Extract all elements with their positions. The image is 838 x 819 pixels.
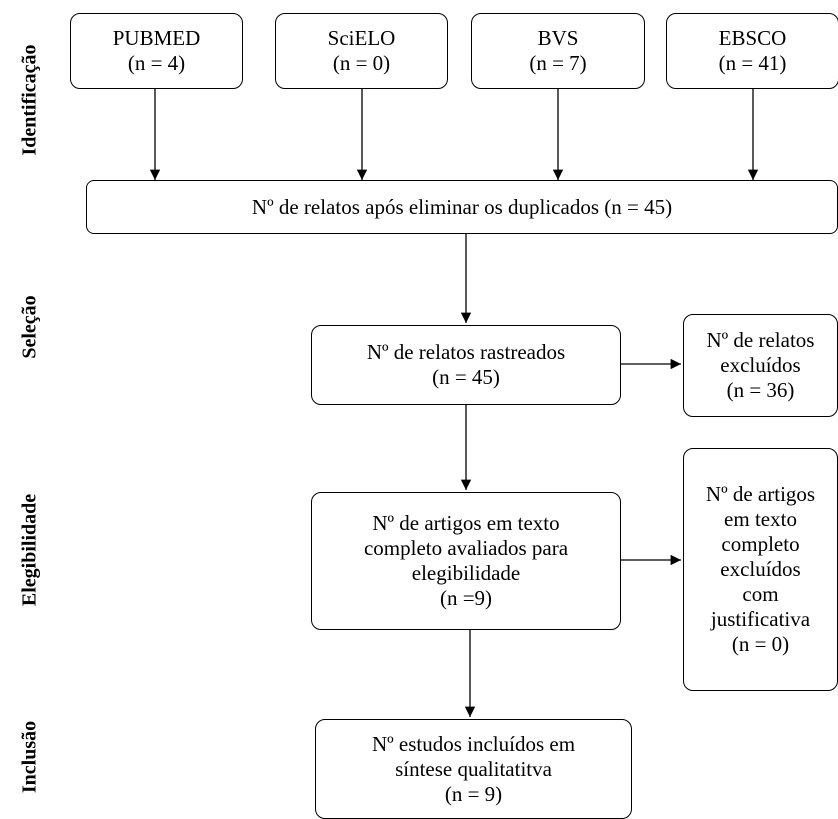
source-count: (n = 4) — [127, 51, 186, 75]
source-box-ebsco: EBSCO (n = 41) — [666, 13, 838, 89]
box-excluded-fulltext: Nº de artigos em texto completo excluído… — [683, 448, 838, 691]
included-line-3: (n = 9) — [444, 781, 503, 806]
deduplicated-text: Nº de relatos após eliminar os duplicado… — [251, 194, 673, 219]
excluded-fulltext-line-2: em texto — [724, 507, 797, 531]
box-included-studies: Nº estudos incluídos em síntese qualitat… — [315, 719, 632, 819]
box-screened-records: Nº de relatos rastreados (n = 45) — [311, 325, 621, 405]
source-box-bvs: BVS (n = 7) — [471, 13, 645, 89]
included-line-2: síntese qualitatitva — [395, 756, 552, 781]
source-box-pubmed: PUBMED (n = 4) — [70, 13, 243, 89]
source-name: PUBMED — [112, 26, 201, 50]
excluded-fulltext-line-4: excluídos — [720, 557, 801, 581]
excluded-fulltext-line-7: (n = 0) — [731, 632, 790, 656]
excluded-fulltext-line-3: completo — [721, 532, 800, 556]
excluded-fulltext-line-5: com — [742, 582, 779, 606]
box-fulltext-assessed: Nº de artigos em texto completo avaliado… — [311, 492, 621, 630]
fulltext-line-3: elegibilidade — [411, 561, 521, 585]
source-count: (n = 0) — [332, 51, 391, 75]
source-name: BVS — [537, 26, 579, 50]
included-line-1: Nº estudos incluídos em — [371, 731, 576, 756]
screened-line-1: Nº de relatos rastreados — [366, 340, 566, 364]
box-deduplicated-records: Nº de relatos após eliminar os duplicado… — [86, 180, 838, 234]
fulltext-line-1: Nº de artigos em texto — [372, 511, 560, 535]
excluded-records-line-2: excluídos — [720, 353, 801, 377]
excluded-records-line-3: (n = 36) — [726, 378, 795, 402]
box-excluded-records: Nº de relatos excluídos (n = 36) — [683, 314, 838, 417]
excluded-records-line-1: Nº de relatos — [706, 328, 815, 352]
source-box-scielo: SciELO (n = 0) — [275, 13, 448, 89]
source-count: (n = 7) — [529, 51, 587, 75]
excluded-fulltext-line-1: Nº de artigos — [705, 482, 816, 506]
source-name: SciELO — [327, 26, 396, 50]
fulltext-line-2: completo avaliados para — [363, 536, 569, 560]
source-name: EBSCO — [718, 26, 787, 50]
screened-line-2: (n = 45) — [432, 365, 500, 389]
excluded-fulltext-line-6: justificativa — [710, 607, 811, 631]
fulltext-line-4: (n =9) — [439, 586, 493, 610]
source-count: (n = 41) — [718, 51, 787, 75]
